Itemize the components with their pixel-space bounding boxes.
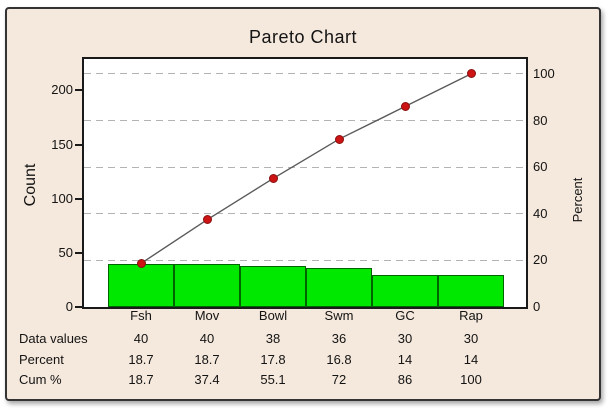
table-cell-2-5: 100 xyxy=(460,372,482,387)
percent-tick-label-40: 40 xyxy=(533,205,548,221)
bar-Mov xyxy=(174,263,240,307)
table-cell-1-1: 18.7 xyxy=(194,351,220,367)
table-cell-2-4: 86 xyxy=(397,372,413,387)
count-tick-label-50: 50 xyxy=(58,244,73,260)
count-tick-label-100: 100 xyxy=(51,190,73,206)
table-cell-2-3: 72 xyxy=(331,372,347,387)
gridline-100pct xyxy=(84,73,526,75)
table-cell-2-0: 18.7 xyxy=(128,372,154,387)
count-tick-100 xyxy=(75,197,82,200)
count-tick-label-0: 0 xyxy=(65,299,73,314)
percent-tick-label-80: 80 xyxy=(533,112,548,128)
count-tick-200 xyxy=(75,89,82,92)
gridline-80pct xyxy=(84,120,526,122)
percent-tick-label-0: 0 xyxy=(533,299,541,314)
cum-point-Fsh xyxy=(136,258,146,268)
percent-tick-label-20: 20 xyxy=(533,252,548,268)
gridline-60pct xyxy=(84,166,526,168)
x-category-label-GC: GC xyxy=(395,308,415,323)
bar-Bowl xyxy=(240,265,306,307)
bar-GC xyxy=(372,274,438,307)
gridline-20pct xyxy=(84,259,526,261)
gridline-40pct xyxy=(84,213,526,215)
count-tick-0 xyxy=(75,306,82,308)
table-cell-2-2: 55.1 xyxy=(260,372,286,387)
x-category-label-Bowl: Bowl xyxy=(258,308,288,323)
table-cell-2-1: 37.4 xyxy=(194,372,220,387)
cumulative-line xyxy=(140,73,472,264)
table-cell-1-4: 14 xyxy=(397,351,413,367)
table-cell-1-0: 18.7 xyxy=(128,351,154,367)
x-category-label-Rap: Rap xyxy=(459,308,483,323)
table-cell-0-2: 38 xyxy=(265,331,281,346)
table-row-label-1: Percent xyxy=(19,351,64,367)
x-category-label-Fsh: Fsh xyxy=(130,308,152,323)
percent-tick-label-100: 100 xyxy=(533,65,555,81)
table-row-label-2: Cum % xyxy=(19,372,62,387)
table-cell-0-1: 40 xyxy=(199,331,215,346)
table-cell-1-5: 14 xyxy=(463,351,479,367)
x-category-label-Mov: Mov xyxy=(194,308,220,323)
table-cell-0-0: 40 xyxy=(133,331,149,346)
chart-panel: Pareto Chart Count Percent 0 50 100 150 200 0… xyxy=(5,7,601,401)
bar-Swm xyxy=(306,268,372,307)
cum-point-Swm xyxy=(334,134,344,144)
count-tick-150 xyxy=(75,143,82,146)
cum-point-Mov xyxy=(202,215,212,225)
table-cell-0-4: 30 xyxy=(397,331,413,346)
table-cell-1-3: 16.8 xyxy=(326,351,352,367)
x-category-label-Swm: Swm xyxy=(324,308,354,323)
count-tick-label-150: 150 xyxy=(51,136,73,152)
table-cell-0-5: 30 xyxy=(463,331,479,346)
cum-point-Rap xyxy=(466,69,476,79)
bar-Rap xyxy=(438,274,504,307)
count-tick-label-200: 200 xyxy=(51,82,73,98)
bar-Fsh xyxy=(108,263,174,307)
table-cell-0-3: 36 xyxy=(331,331,347,346)
percent-tick-label-60: 60 xyxy=(533,159,548,175)
cum-point-Bowl xyxy=(268,174,278,184)
table-row-label-0: Data values xyxy=(19,331,88,346)
plot-area xyxy=(82,57,528,309)
chart-title: Pareto Chart xyxy=(248,27,358,47)
table-cell-1-2: 17.8 xyxy=(260,351,286,367)
cum-point-GC xyxy=(400,102,410,112)
count-tick-50 xyxy=(75,251,82,254)
